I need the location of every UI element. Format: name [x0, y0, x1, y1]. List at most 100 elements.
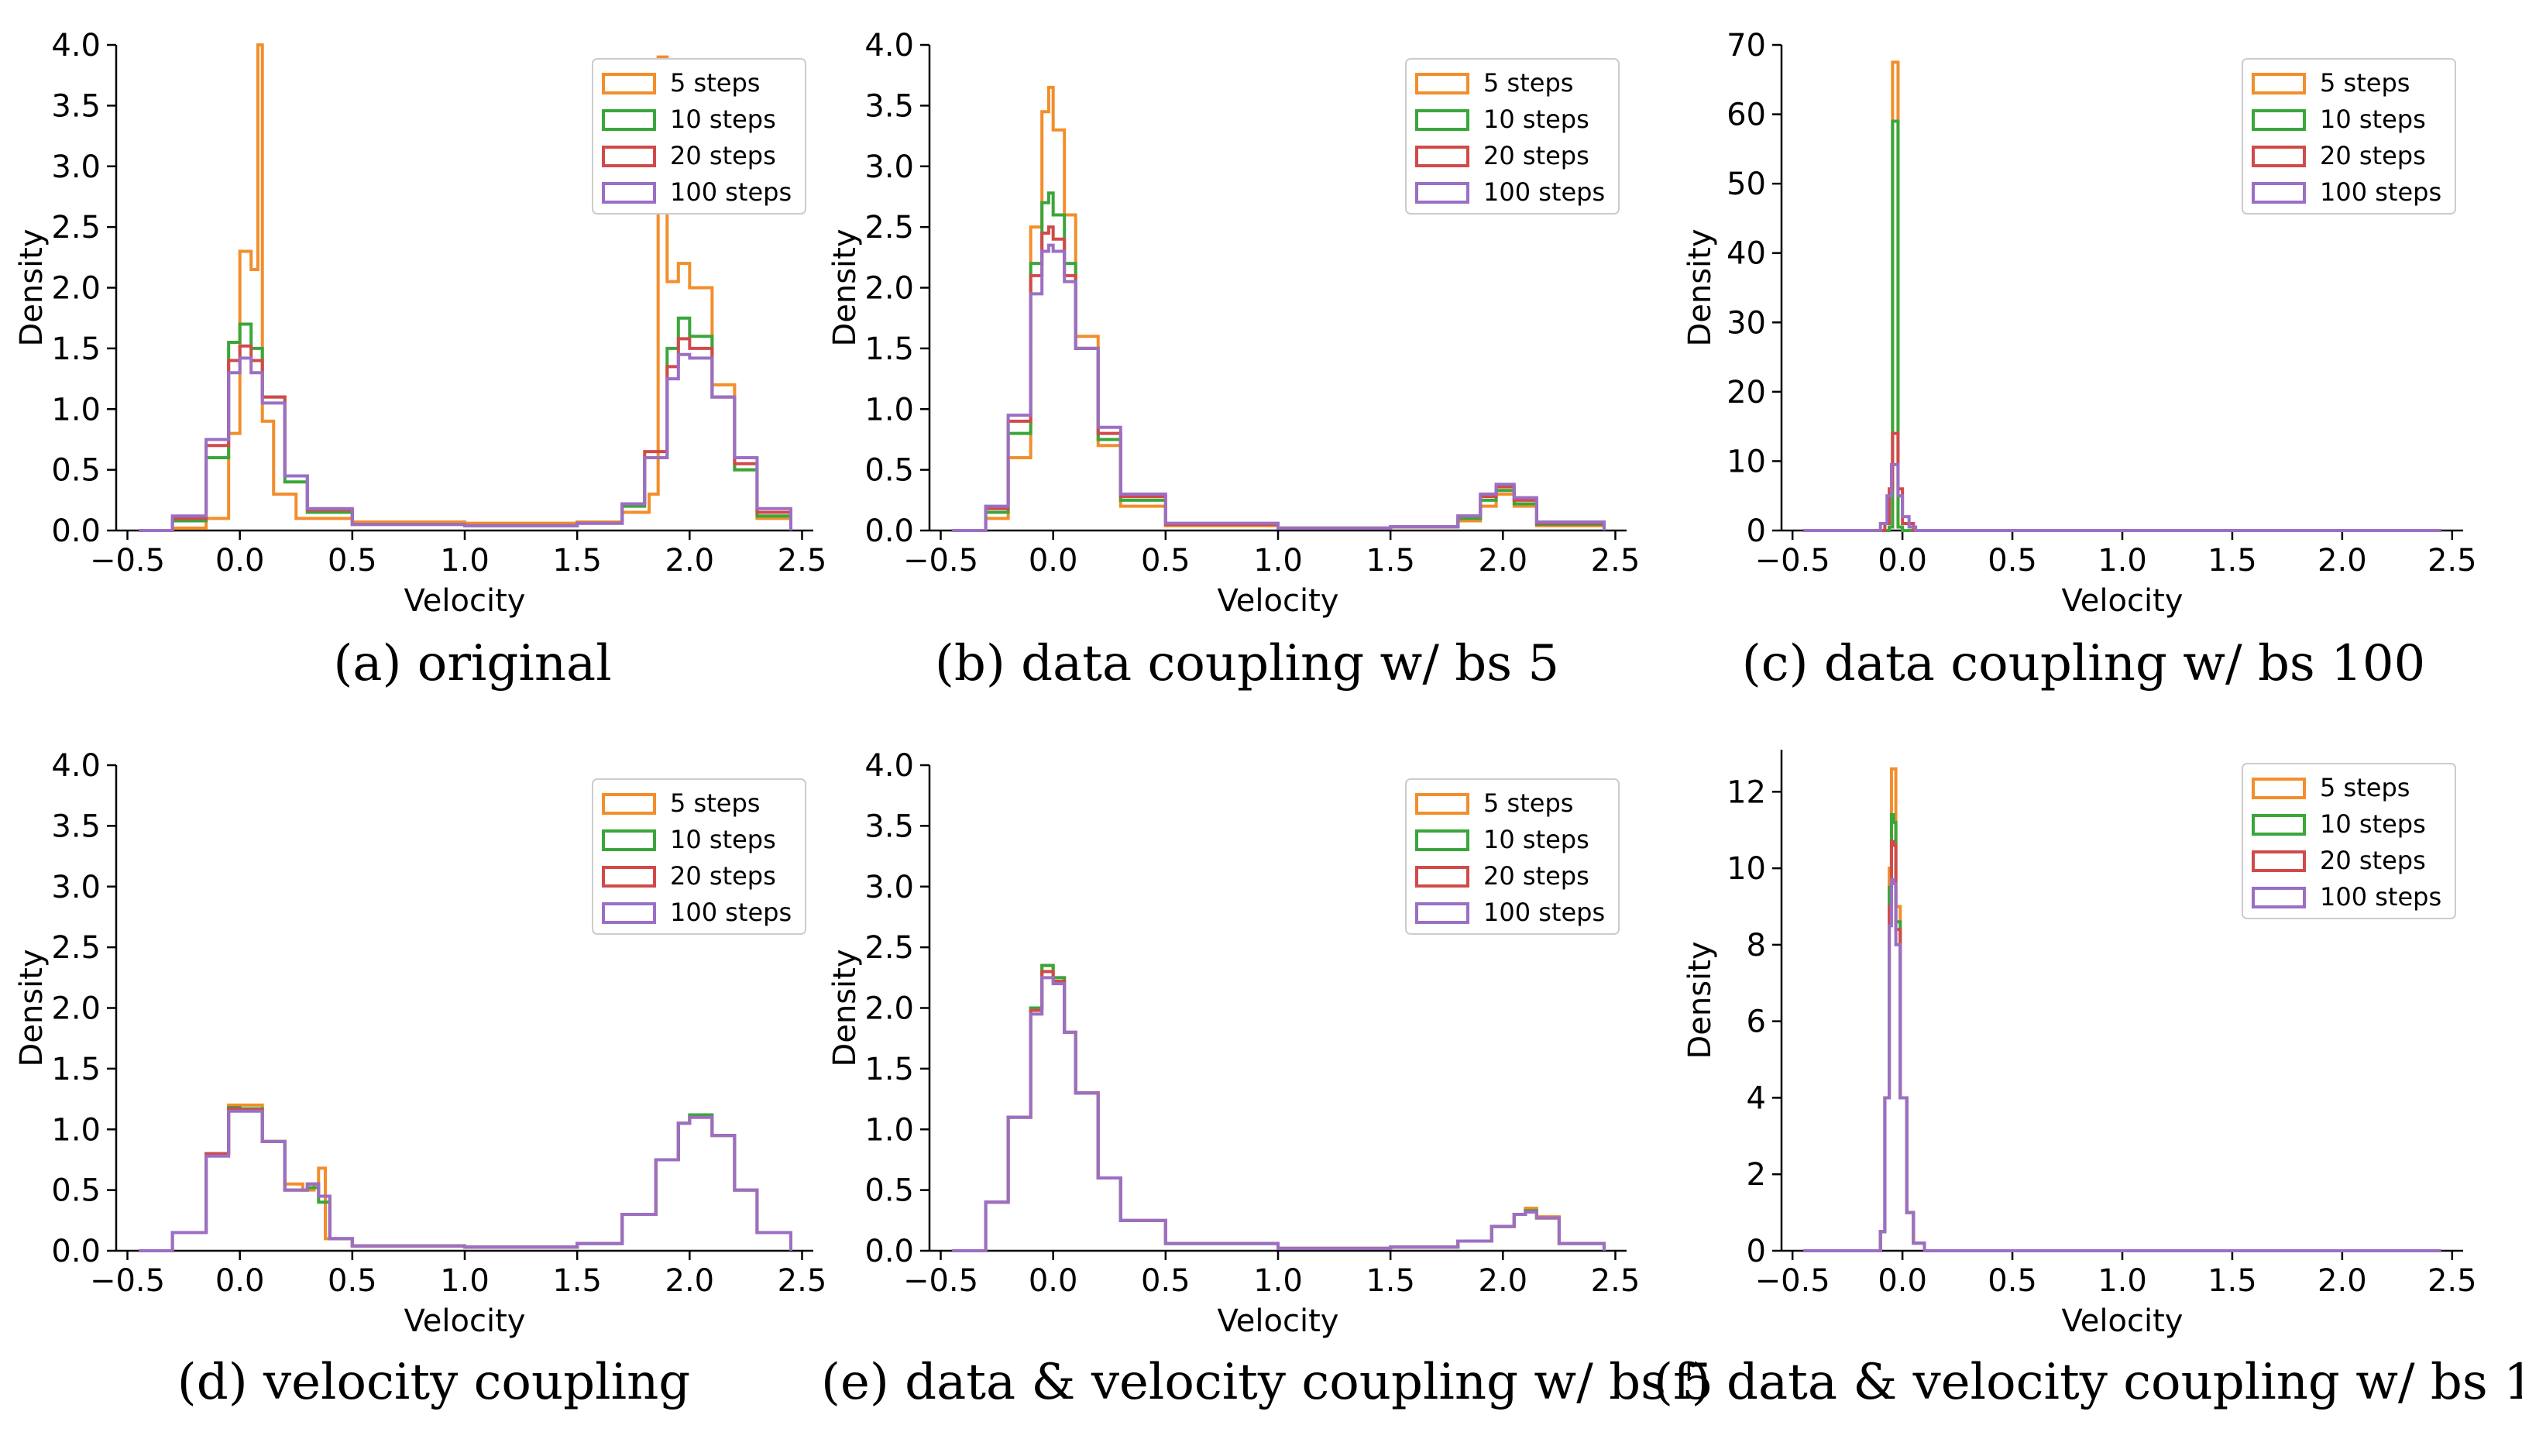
x-tick-label: 2.0 [2318, 1263, 2367, 1299]
legend-label: 10 steps [1483, 825, 1589, 854]
legend-swatch [602, 866, 656, 888]
x-tick-label: 1.5 [2208, 1263, 2257, 1299]
chart-panel-2: −0.5 0.0 0.5 1.0 1.5 2.0 2.5 0 10 20 30 40 50 60 70 Vel… [1682, 28, 2477, 619]
legend-swatch [2252, 887, 2306, 908]
y-tick-label: 60 [1727, 98, 1766, 133]
x-tick-label: 0.0 [1029, 1263, 1078, 1299]
x-tick-label: −0.5 [1755, 1263, 1830, 1299]
legend-swatch [1415, 109, 1469, 131]
x-tick-label: 1.0 [2098, 1263, 2147, 1299]
x-tick-label: 1.5 [1366, 1263, 1415, 1299]
legend-label: 20 steps [1483, 141, 1589, 170]
y-tick-label: 1.5 [864, 331, 914, 367]
x-tick-label: 2.0 [665, 543, 715, 579]
y-tick-label: 1.0 [51, 1112, 101, 1148]
legend-label: 100 steps [2320, 177, 2441, 207]
y-tick-label: 2.5 [864, 210, 914, 246]
x-tick-label: 1.5 [552, 1263, 602, 1299]
legend-label: 10 steps [670, 825, 776, 854]
x-tick-label: 2.5 [1591, 543, 1641, 579]
caption-e: (e) data & velocity coupling w/ bs 5 [821, 1354, 1713, 1411]
x-tick-label: 1.5 [552, 543, 602, 579]
legend-label: 5 steps [2320, 773, 2410, 802]
x-tick-label: 0.0 [1878, 543, 1927, 579]
x-tick-label: 2.0 [665, 1263, 715, 1299]
y-tick-label: 2.5 [51, 210, 101, 246]
legend-swatch [1415, 866, 1469, 888]
y-axis-label: Density [1682, 228, 1718, 346]
x-tick-label: 0.5 [328, 1263, 377, 1299]
series-line-20-steps [139, 1107, 792, 1252]
y-tick-label: 50 [1727, 167, 1766, 202]
legend-box [1405, 58, 1620, 215]
x-tick-label: 1.0 [2098, 543, 2147, 579]
y-tick-label: 30 [1727, 305, 1766, 341]
x-tick-label: 2.5 [778, 543, 827, 579]
legend-label: 20 steps [2320, 141, 2426, 170]
y-tick-label: 3.5 [864, 809, 914, 844]
x-tick-label: 1.0 [440, 1263, 490, 1299]
chart-panel-1: −0.5 0.0 0.5 1.0 1.5 2.0 2.50.00.51.01.52.02.5… [827, 28, 1640, 619]
series-line-10-steps [952, 963, 1606, 1252]
x-tick-label: 2.0 [2318, 543, 2367, 579]
legend-swatch [1415, 793, 1469, 815]
series-line-100-steps [952, 243, 1606, 532]
series-line-10-steps [139, 1106, 792, 1252]
legend-label: 20 steps [1483, 861, 1589, 891]
legend-label: 100 steps [1483, 177, 1605, 207]
legend-swatch [602, 146, 656, 167]
y-tick-label: 2.5 [51, 930, 101, 966]
y-tick-label: 6 [1747, 1004, 1766, 1040]
legend-box [1405, 778, 1620, 935]
y-tick-label: 3.5 [51, 809, 101, 844]
y-tick-label: 2.0 [51, 991, 101, 1027]
y-tick-label: 0.5 [864, 453, 914, 489]
legend-swatch [1415, 146, 1469, 167]
legend-label: 5 steps [670, 68, 760, 98]
y-tick-label: 0.0 [51, 1234, 101, 1269]
y-tick-label: 1.0 [864, 1112, 914, 1148]
legend-box [592, 778, 806, 935]
x-axis-label: Velocity [1218, 1303, 1339, 1339]
y-tick-label: 1.5 [51, 331, 101, 367]
legend-swatch [1415, 829, 1469, 851]
legend-label: 5 steps [670, 788, 760, 818]
caption-f: (f) data & velocity coupling w/ bs 100 [1654, 1354, 2522, 1411]
y-tick-label: 4.0 [864, 748, 914, 784]
legend-label: 10 steps [670, 105, 776, 134]
series-line-100-steps [139, 352, 792, 532]
x-tick-label: 0.5 [328, 543, 377, 579]
y-tick-label: 2 [1747, 1157, 1766, 1193]
legend-label: 5 steps [1483, 68, 1573, 98]
y-tick-label: 3.5 [51, 88, 101, 124]
series-line-100-steps [1803, 877, 2441, 1252]
x-tick-label: 0.5 [1141, 1263, 1191, 1299]
y-tick-label: 3.0 [51, 149, 101, 185]
legend-swatch [602, 793, 656, 815]
y-tick-label: 4.0 [864, 28, 914, 64]
y-axis-label: Density [14, 228, 50, 346]
y-tick-label: 4 [1747, 1080, 1766, 1116]
x-tick-label: 1.5 [2208, 543, 2257, 579]
legend-swatch [2252, 109, 2306, 131]
chart-panel-0: −0.5 0.0 0.5 1.0 1.5 2.0 2.50.00.51.01.52.02.5… [14, 28, 826, 619]
series-line-10-steps [952, 191, 1606, 532]
x-tick-label: −0.5 [1755, 543, 1830, 579]
legend-label: 100 steps [1483, 898, 1605, 927]
x-axis-label: Velocity [2062, 1303, 2184, 1339]
series-line-100-steps [952, 976, 1606, 1252]
y-axis-label: Density [1682, 941, 1718, 1059]
legend-swatch [2252, 73, 2306, 94]
y-tick-label: 70 [1727, 28, 1766, 64]
x-tick-label: 0.5 [1988, 543, 2037, 579]
y-tick-label: 3.0 [864, 149, 914, 185]
legend-swatch [2252, 778, 2306, 799]
y-tick-label: 0 [1747, 1234, 1766, 1269]
y-axis-label: Density [827, 949, 863, 1066]
legend-label: 5 steps [1483, 788, 1573, 818]
x-tick-label: 2.0 [1479, 543, 1528, 579]
x-axis-label: Velocity [404, 1303, 526, 1339]
legend-label: 10 steps [2320, 809, 2426, 839]
x-axis-label: Velocity [2062, 583, 2184, 619]
